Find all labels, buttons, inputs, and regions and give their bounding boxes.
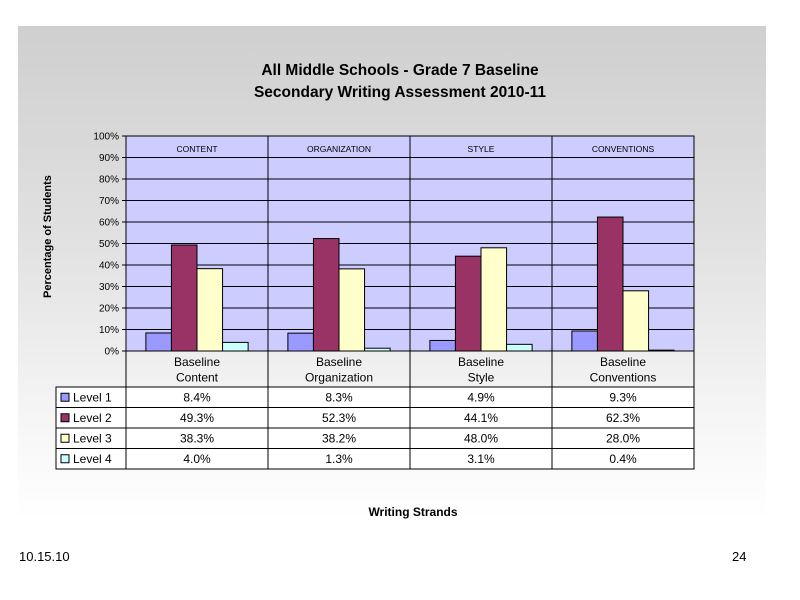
legend-label: Level 2	[73, 411, 112, 425]
y-tick-label: 60%	[99, 218, 119, 229]
y-axis-label: Percentage of Students	[42, 175, 54, 298]
panel-label: STYLE	[468, 144, 495, 154]
panel-label: CONTENT	[176, 144, 217, 154]
y-tick-label: 80%	[99, 175, 119, 186]
bar-level-3	[338, 268, 366, 352]
data-label: 4.0%	[183, 452, 211, 466]
category-label: Baseline	[600, 355, 646, 369]
bar-level-3	[196, 268, 224, 352]
data-label: 62.3%	[606, 411, 640, 425]
bar-level-1	[145, 332, 172, 352]
category-label: Content	[176, 371, 219, 385]
data-label: 28.0%	[606, 431, 640, 445]
y-tick-label: 100%	[93, 132, 119, 143]
data-label: 38.3%	[180, 431, 214, 445]
category-label: Conventions	[590, 371, 657, 385]
data-label: 1.3%	[325, 452, 353, 466]
legend-swatch	[60, 413, 70, 423]
category-label: Style	[468, 371, 495, 385]
data-label: 52.3%	[322, 411, 356, 425]
category-label: Organization	[305, 371, 373, 385]
bar-level-4	[222, 341, 249, 352]
legend-label: Level 3	[73, 431, 112, 445]
page-number: 24	[732, 549, 747, 564]
bar-level-4	[364, 347, 391, 352]
data-label: 8.3%	[325, 390, 353, 404]
bar-level-4	[648, 349, 675, 352]
bar-level-1	[287, 332, 314, 352]
bar-level-2	[596, 216, 624, 352]
table-row	[55, 427, 695, 449]
bar-level-3	[480, 247, 508, 352]
data-label: 9.3%	[609, 390, 637, 404]
category-label: Baseline	[174, 355, 220, 369]
legend-swatch	[60, 392, 70, 402]
data-label: 38.2%	[322, 431, 356, 445]
data-label: 4.9%	[467, 390, 495, 404]
category-label: Baseline	[316, 355, 362, 369]
bar-level-2	[312, 238, 340, 352]
category-label: Baseline	[458, 355, 504, 369]
chart-title-line-1: All Middle Schools - Grade 7 Baseline	[261, 62, 539, 79]
legend-swatch	[60, 433, 70, 443]
panel-label: CONVENTIONS	[592, 144, 655, 154]
footer-date: 10.15.10	[19, 549, 70, 564]
data-label: 0.4%	[609, 452, 637, 466]
y-tick-label: 70%	[99, 196, 119, 207]
y-tick-label: 0%	[105, 347, 120, 358]
data-label: 44.1%	[464, 411, 498, 425]
y-tick-label: 10%	[99, 325, 119, 336]
legend-label: Level 1	[73, 390, 112, 404]
table-row	[55, 386, 695, 408]
y-tick-label: 50%	[99, 239, 119, 250]
data-label: 49.3%	[180, 411, 214, 425]
table-row	[55, 407, 695, 429]
panel-label: ORGANIZATION	[307, 144, 371, 154]
data-label: 8.4%	[183, 390, 211, 404]
x-axis-label: Writing Strands	[368, 505, 458, 519]
legend-label: Level 4	[73, 452, 112, 466]
data-label: 3.1%	[467, 452, 495, 466]
y-tick-label: 90%	[99, 153, 119, 164]
y-tick-label: 30%	[99, 282, 119, 293]
chart-title-line-2: Secondary Writing Assessment 2010-11	[253, 84, 547, 101]
bar-level-2	[454, 255, 482, 352]
y-tick-label: 40%	[99, 261, 119, 272]
bar-level-1	[429, 339, 456, 352]
bar-level-3	[622, 290, 650, 352]
data-label: 48.0%	[464, 431, 498, 445]
bar-level-1	[571, 330, 598, 352]
legend-swatch	[60, 454, 70, 464]
bar-level-2	[170, 244, 198, 352]
bar-level-4	[506, 343, 533, 352]
table-row	[55, 448, 695, 470]
y-tick-label: 20%	[99, 304, 119, 315]
